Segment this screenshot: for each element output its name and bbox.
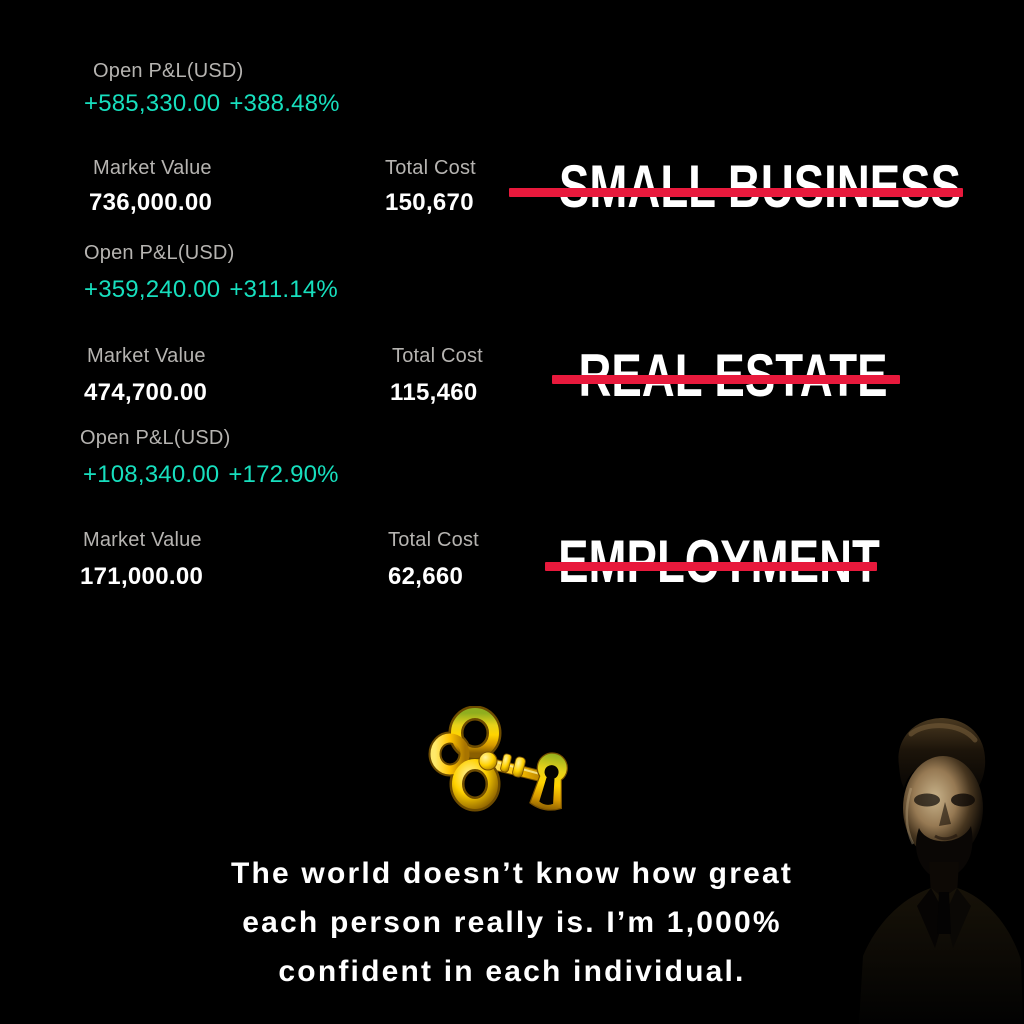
open-pnl-value: +359,240.00 +311.14%	[84, 276, 338, 304]
open-pnl-amount: +108,340.00	[83, 461, 220, 488]
open-pnl-value: +108,340.00 +172.90%	[83, 461, 339, 489]
open-pnl-amount: +585,330.00	[84, 90, 221, 117]
man-portrait-photo	[858, 704, 1024, 1024]
market-value-label: Market Value	[93, 157, 212, 179]
total-cost: 62,660	[388, 563, 464, 590]
quote-text: The world doesn’t know how great each pe…	[0, 849, 1024, 996]
category-title: SMALL BUSINESS	[559, 153, 962, 220]
open-pnl-value: +585,330.00 +388.48%	[84, 90, 340, 118]
open-pnl-amount: +359,240.00	[84, 276, 221, 303]
total-cost-label: Total Cost	[392, 345, 483, 367]
strikethrough-line	[545, 562, 877, 571]
strikethrough-line	[509, 188, 963, 197]
market-value: 474,700.00	[84, 379, 208, 406]
market-value: 736,000.00	[89, 189, 213, 216]
market-value-label: Market Value	[83, 529, 202, 551]
strikethrough-line	[552, 375, 900, 384]
market-value: 171,000.00	[80, 563, 204, 590]
total-cost-label: Total Cost	[388, 529, 479, 551]
category-title: EMPLOYMENT	[529, 531, 909, 593]
open-pnl-label: Open P&L(USD)	[84, 242, 235, 264]
total-cost: 150,670	[385, 189, 474, 216]
open-pnl-percent: +172.90%	[228, 461, 339, 488]
open-pnl-label: Open P&L(USD)	[80, 427, 231, 449]
quote-line-1: The world doesn’t know how great	[230, 857, 794, 890]
total-cost: 115,460	[390, 379, 478, 406]
open-pnl-label: Open P&L(USD)	[93, 60, 244, 82]
quote-line-2: each person really is. I’m 1,000%	[242, 906, 782, 939]
golden-key-icon	[428, 705, 578, 821]
market-value-label: Market Value	[87, 345, 206, 367]
total-cost-label: Total Cost	[385, 157, 476, 179]
open-pnl-percent: +311.14%	[229, 276, 338, 303]
quote-line-3: confident in each individual.	[278, 955, 746, 988]
open-pnl-percent: +388.48%	[229, 90, 340, 117]
